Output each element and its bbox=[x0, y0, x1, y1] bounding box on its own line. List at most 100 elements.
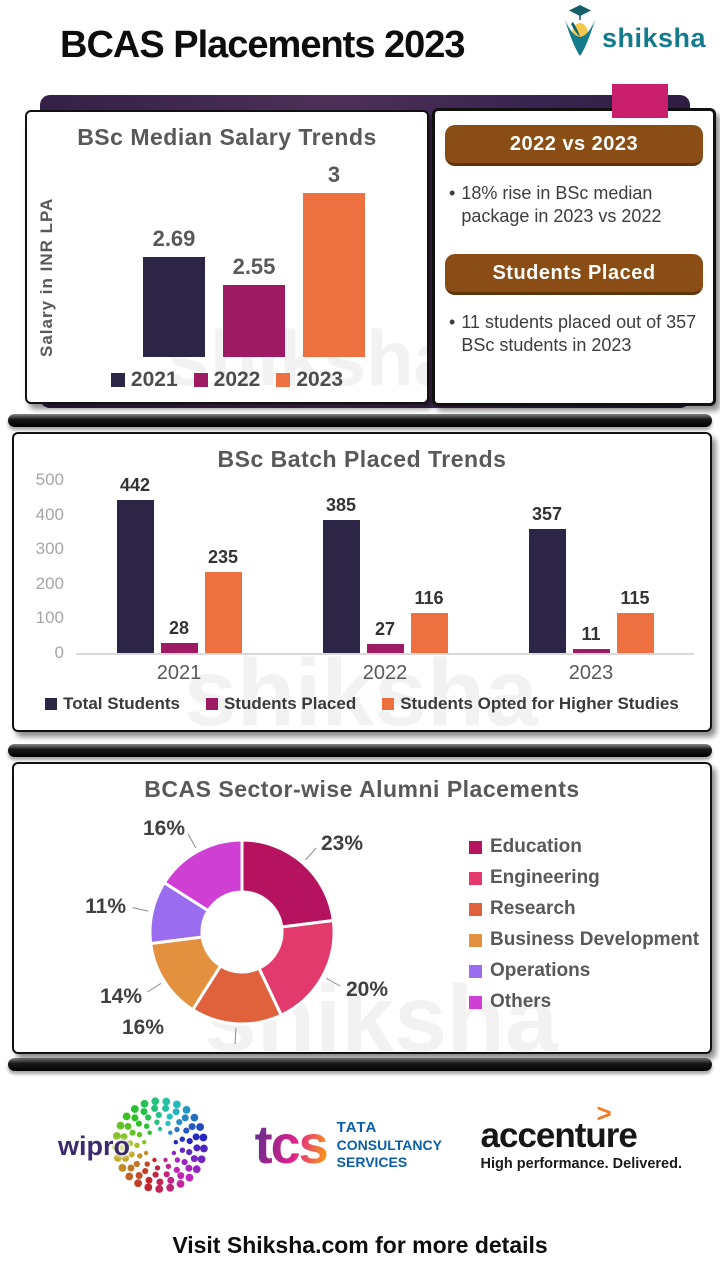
accenture-tagline: High performance. Delivered. bbox=[480, 1156, 682, 1172]
batch-bar-wrap: 115 bbox=[616, 588, 654, 653]
batch-bar-wrap: 11 bbox=[572, 624, 610, 653]
legend-swatch bbox=[110, 373, 125, 387]
donut-label-line bbox=[305, 847, 317, 861]
legend-label: Students Opted for Higher Studies bbox=[400, 694, 679, 713]
bullet-dot: • bbox=[449, 312, 456, 333]
donut-label-line bbox=[234, 1027, 237, 1044]
batch-bar bbox=[528, 529, 566, 653]
salary-y-axis-label: Salary in INR LPA bbox=[37, 197, 56, 357]
highlight-text-1: • 18% rise in BSc median package in 2023… bbox=[449, 182, 703, 228]
tcs-consultancy-text: CONSULTANCY bbox=[336, 1137, 442, 1154]
accenture-arrow-icon: > bbox=[596, 1098, 612, 1128]
bar-value-label: 3 bbox=[327, 162, 341, 187]
sector-legend-item: Education bbox=[469, 836, 699, 858]
batch-year-group: 357 11 115 2023 bbox=[528, 504, 654, 684]
bar-value-label: 115 bbox=[620, 588, 650, 608]
tcs-logo: tcs TATA CONSULTANCY SERVICES bbox=[255, 1118, 442, 1172]
x-axis-label: 2021 bbox=[156, 662, 202, 684]
legend-swatch bbox=[276, 373, 291, 387]
highlight-text-1-body: 18% rise in BSc median package in 2023 v… bbox=[461, 183, 662, 227]
salary-bar-group: 2.69 bbox=[143, 226, 205, 357]
batch-legend-item: Students Placed bbox=[205, 694, 357, 714]
highlight-text-2-body: 11 students placed out of 357 BSc studen… bbox=[461, 312, 697, 356]
donut-pct-label: 14% bbox=[100, 985, 142, 1008]
legend-label: 2021 bbox=[130, 368, 178, 391]
highlight-header-2: Students Placed bbox=[445, 254, 703, 296]
bar-value-label: 27 bbox=[374, 619, 396, 639]
donut-label-line bbox=[325, 977, 341, 987]
shiksha-logo: shiksha bbox=[560, 4, 706, 58]
bar-value-label: 116 bbox=[414, 588, 444, 608]
batch-chart-title: BSc Batch Placed Trends bbox=[217, 446, 507, 472]
bar-value-label: 385 bbox=[325, 495, 357, 515]
salary-legend-item: 2021 bbox=[110, 368, 178, 392]
shiksha-logo-icon bbox=[564, 5, 595, 56]
batch-bar-wrap: 116 bbox=[410, 588, 448, 653]
salary-chart-legend: 2021 2022 2023 bbox=[27, 368, 427, 392]
wipro-logo-text: wipro bbox=[58, 1131, 130, 1161]
salary-chart-title: BSc Median Salary Trends bbox=[77, 124, 377, 150]
y-axis-tick: 400 bbox=[35, 504, 64, 524]
salary-bar bbox=[223, 285, 285, 357]
bar-value-label: 2.55 bbox=[232, 254, 276, 279]
bullet-dot: • bbox=[449, 183, 456, 203]
y-axis-tick: 0 bbox=[54, 643, 64, 662]
legend-label: Total Students bbox=[63, 694, 180, 713]
wipro-logo: wipro bbox=[58, 1089, 216, 1201]
sector-placements-card: shiksha 23% 20% 16% 14% 11% 16% BCAS Sector-w… bbox=[12, 762, 712, 1054]
batch-trends-card: shiksha BSc Batch Placed Trends 0 100 200 3… bbox=[12, 432, 712, 732]
batch-bar bbox=[410, 613, 448, 653]
batch-bar bbox=[116, 500, 154, 653]
batch-bar-chart: 442 28 235 2021 385 27 116 2022 357 11 115 2023 bbox=[76, 475, 694, 684]
legend-label: Education bbox=[490, 836, 582, 857]
salary-bar-chart: 2.69 2.55 3 bbox=[107, 162, 401, 357]
y-axis-tick: 100 bbox=[35, 608, 64, 628]
highlights-card: 2022 vs 2023 • 18% rise in BSc median pa… bbox=[432, 108, 716, 406]
shiksha-logo-text: shiksha bbox=[601, 23, 706, 53]
batch-bar bbox=[616, 613, 654, 653]
donut-slice-others bbox=[162, 838, 244, 913]
salary-legend-item: 2023 bbox=[276, 368, 343, 392]
highlight-text-2: • 11 students placed out of 357 BSc stud… bbox=[449, 311, 703, 357]
legend-swatch bbox=[205, 698, 218, 710]
batch-bar bbox=[322, 520, 360, 653]
salary-bar-group: 2.55 bbox=[223, 254, 285, 357]
batch-bar-wrap: 27 bbox=[366, 619, 404, 653]
batch-y-axis-ticks: 0 100 200 300 400 500 bbox=[28, 470, 68, 662]
batch-bar-wrap: 385 bbox=[322, 495, 360, 653]
legend-label: Others bbox=[490, 991, 552, 1012]
sector-legend-item: Operations bbox=[469, 960, 699, 982]
sector-legend-item: Research bbox=[469, 898, 699, 920]
legend-swatch bbox=[382, 698, 395, 710]
salary-trends-card: shiksha BSc Median Salary Trends Salary … bbox=[25, 110, 429, 404]
legend-label: Students Placed bbox=[223, 694, 357, 713]
legend-label: Operations bbox=[490, 960, 591, 981]
tcs-services-text: SERVICES bbox=[336, 1154, 408, 1170]
salary-bar bbox=[143, 257, 205, 357]
salary-bar bbox=[303, 193, 365, 357]
legend-swatch bbox=[469, 871, 482, 885]
bar-value-label: 357 bbox=[531, 504, 563, 524]
bar-value-label: 2.69 bbox=[152, 226, 196, 251]
batch-bar bbox=[366, 644, 404, 653]
tcs-logo-subtext: TATA CONSULTANCY SERVICES bbox=[337, 1119, 442, 1171]
donut-label-line bbox=[187, 833, 197, 849]
wipro-logo-icon bbox=[112, 1097, 208, 1193]
section-divider bbox=[8, 744, 712, 757]
donut-label-line bbox=[147, 982, 162, 993]
accenture-logo: > accenture High performance. Delivered. bbox=[480, 1098, 682, 1172]
donut-pct-label: 11% bbox=[85, 895, 126, 918]
batch-bar bbox=[572, 649, 610, 653]
sector-chart-legend: Education Engineering Research Business Dev… bbox=[469, 836, 699, 1013]
accenture-logo-text: accenture bbox=[480, 1116, 638, 1155]
donut-pct-label: 16% bbox=[122, 1016, 164, 1039]
y-axis-tick: 300 bbox=[35, 539, 64, 559]
tcs-logo-text: tcs bbox=[254, 1115, 329, 1175]
legend-swatch bbox=[469, 933, 482, 947]
batch-bar bbox=[160, 643, 198, 653]
section-divider bbox=[8, 1058, 712, 1071]
batch-bar-wrap: 357 bbox=[528, 504, 566, 653]
batch-year-group: 385 27 116 2022 bbox=[322, 495, 448, 684]
batch-year-group: 442 28 235 2021 bbox=[116, 475, 242, 684]
section-divider bbox=[8, 414, 712, 427]
